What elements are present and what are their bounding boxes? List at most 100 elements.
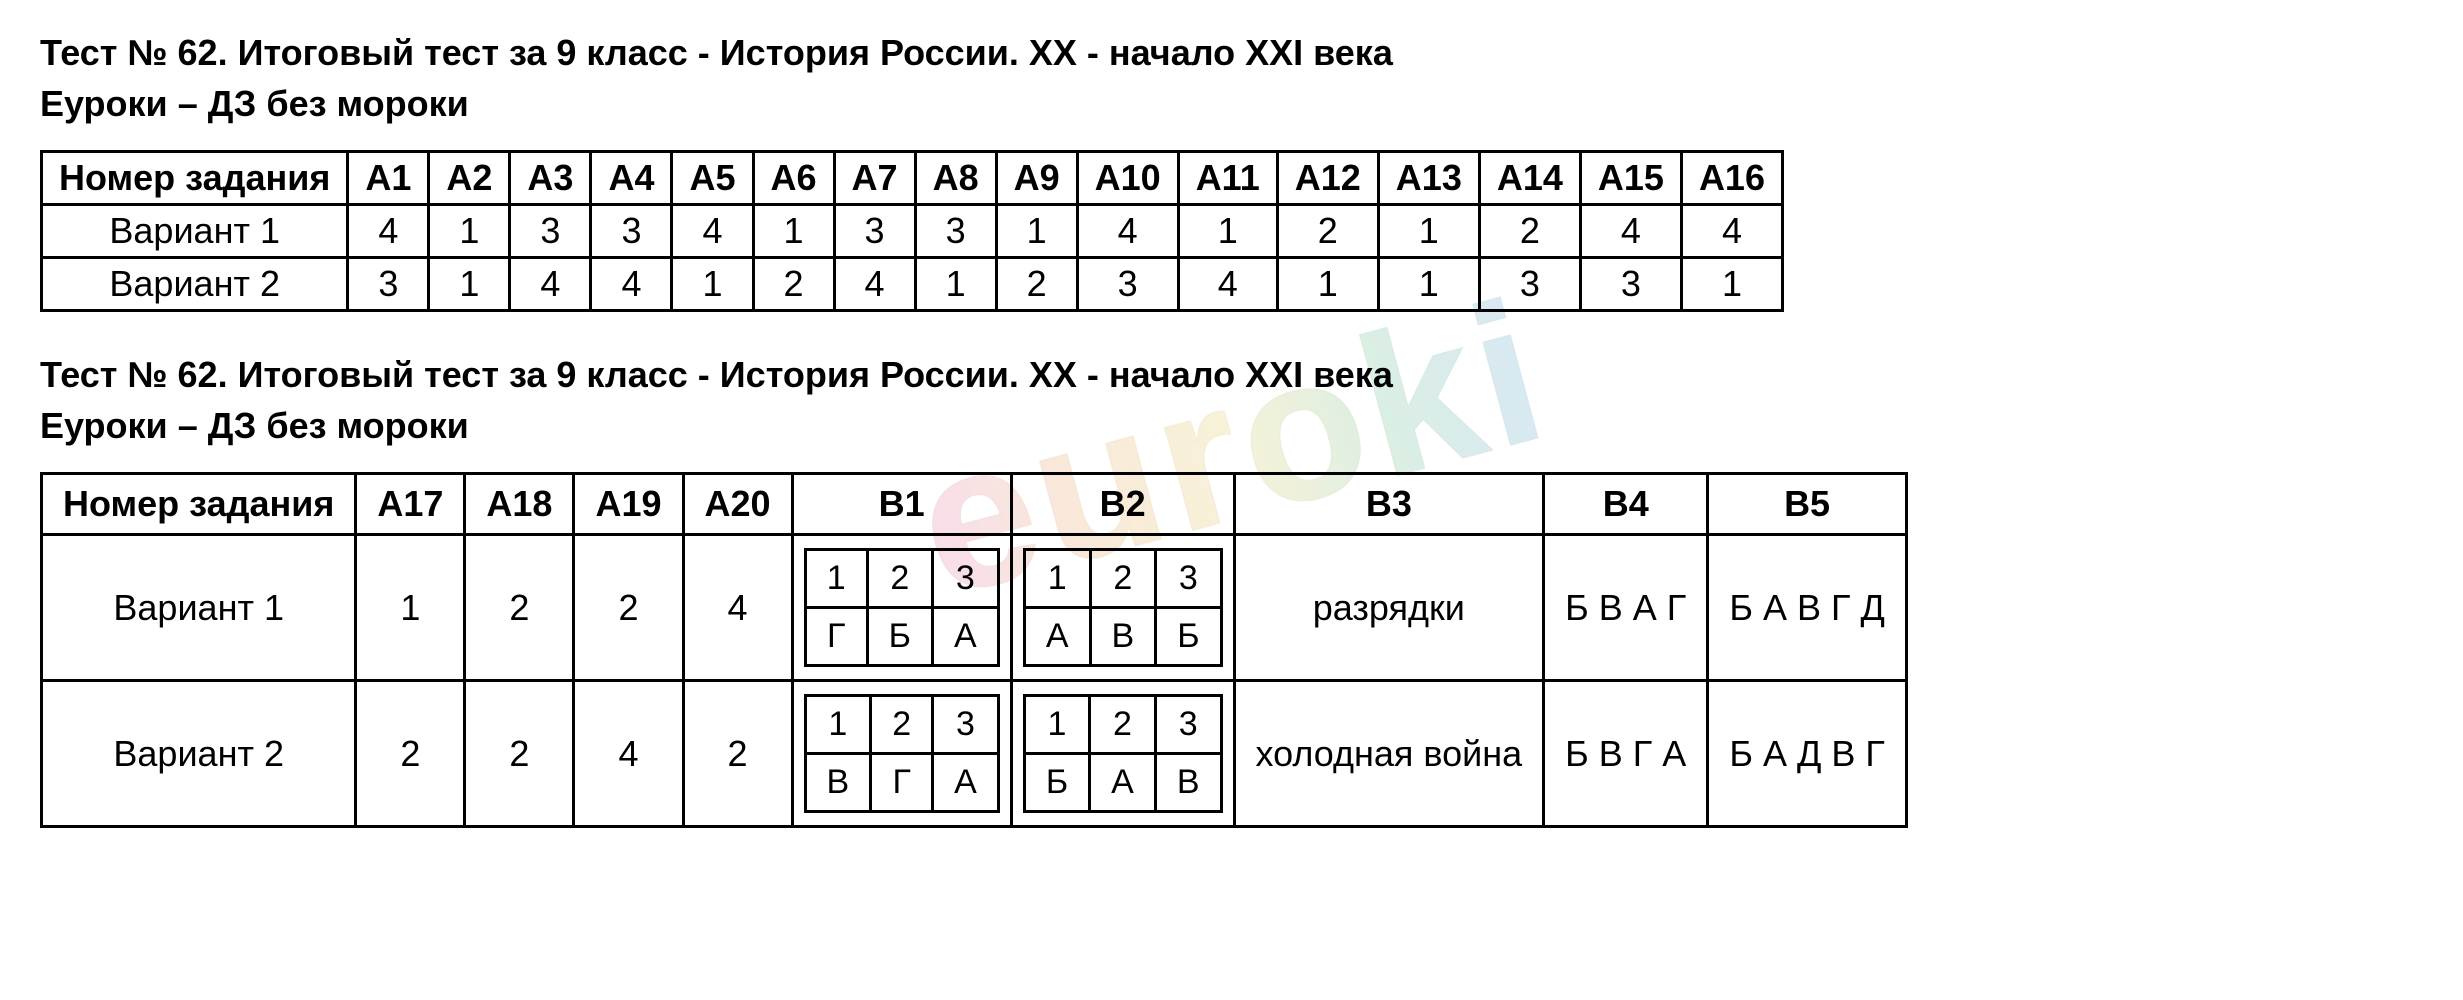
mini-cell: 1 — [1024, 550, 1090, 608]
mini-cell: В — [1090, 608, 1156, 666]
table2-col-header: В4 — [1544, 474, 1708, 535]
table1-cell: 4 — [834, 258, 915, 311]
table1-row-header: Номер задания — [42, 152, 348, 205]
mini-cell: В — [1155, 754, 1221, 812]
table2-col-header: А19 — [574, 474, 683, 535]
mini-cell: 2 — [1090, 550, 1156, 608]
table1-cell: 1 — [429, 258, 510, 311]
mini-table: 123ГБА — [804, 548, 1000, 667]
section1-title: Тест № 62. Итоговый тест за 9 класс - Ис… — [40, 30, 2423, 75]
table2-cell: 2 — [683, 681, 792, 827]
table1-cell: 2 — [996, 258, 1077, 311]
table2-col-header: В1 — [792, 474, 1011, 535]
table2-col-header: А17 — [356, 474, 465, 535]
mini-cell: Б — [1156, 608, 1221, 666]
mini-cell: 3 — [933, 696, 999, 754]
table1-col-header: А4 — [591, 152, 672, 205]
table2-cell: разрядки — [1234, 535, 1544, 681]
table2-cell: Б А В Г Д — [1708, 535, 1907, 681]
mini-cell: 2 — [1090, 696, 1156, 754]
mini-cell: Б — [1024, 754, 1089, 812]
table1-cell: 1 — [1178, 205, 1277, 258]
table2-cell: Б В А Г — [1544, 535, 1708, 681]
mini-cell: 2 — [871, 696, 933, 754]
table1-cell: 1 — [1378, 205, 1479, 258]
table1-cell: 4 — [1681, 205, 1782, 258]
mini-cell: А — [933, 754, 999, 812]
mini-cell: 1 — [805, 696, 871, 754]
table2-cell: 4 — [574, 681, 683, 827]
table2-row-header: Номер задания — [42, 474, 356, 535]
table1-col-header: А6 — [753, 152, 834, 205]
section2-subtitle: Еуроки – ДЗ без мороки — [40, 403, 2423, 448]
table-1: Номер заданияА1А2А3А4А5А6А7А8А9А10А11А12… — [40, 150, 1784, 312]
table2-row-label: Вариант 2 — [42, 681, 356, 827]
table1-cell: 4 — [1077, 205, 1178, 258]
table2-cell: 1 — [356, 535, 465, 681]
mini-cell: В — [805, 754, 871, 812]
table2-cell: 2 — [465, 681, 574, 827]
section2-title: Тест № 62. Итоговый тест за 9 класс - Ис… — [40, 352, 2423, 397]
table1-col-header: А10 — [1077, 152, 1178, 205]
table1-cell: 3 — [591, 205, 672, 258]
table1-cell: 3 — [915, 205, 996, 258]
table2-cell: 2 — [465, 535, 574, 681]
table1-col-header: А2 — [429, 152, 510, 205]
table1-cell: 1 — [1681, 258, 1782, 311]
mini-cell: 1 — [1024, 696, 1089, 754]
table1-col-header: А3 — [510, 152, 591, 205]
table1-col-header: А12 — [1277, 152, 1378, 205]
table1-cell: 1 — [1378, 258, 1479, 311]
table1-cell: 1 — [996, 205, 1077, 258]
mini-cell: А — [1024, 608, 1090, 666]
table-2: Номер заданияА17А18А19А20В1В2В3В4В5Вариа… — [40, 472, 1908, 828]
mini-cell: Б — [867, 608, 932, 666]
table1-cell: 3 — [1077, 258, 1178, 311]
table1-col-header: А11 — [1178, 152, 1277, 205]
table2-cell: 123БАВ — [1011, 681, 1234, 827]
table1-cell: 4 — [348, 205, 429, 258]
table1-col-header: А16 — [1681, 152, 1782, 205]
mini-cell: А — [1090, 754, 1156, 812]
table2-cell: Б А Д В Г — [1708, 681, 1907, 827]
table2-cell: 123ГБА — [792, 535, 1011, 681]
table2-col-header: В2 — [1011, 474, 1234, 535]
table2-col-header: В3 — [1234, 474, 1544, 535]
table1-col-header: А14 — [1479, 152, 1580, 205]
table2-cell: 123АВБ — [1011, 535, 1234, 681]
table1-col-header: А5 — [672, 152, 753, 205]
page-content: Тест № 62. Итоговый тест за 9 класс - Ис… — [40, 30, 2423, 828]
section-2: Тест № 62. Итоговый тест за 9 класс - Ис… — [40, 352, 2423, 828]
table2-cell: Б В Г А — [1544, 681, 1708, 827]
mini-cell: Г — [871, 754, 933, 812]
section-1: Тест № 62. Итоговый тест за 9 класс - Ис… — [40, 30, 2423, 312]
table1-cell: 1 — [915, 258, 996, 311]
mini-table: 123БАВ — [1023, 694, 1223, 813]
table1-cell: 2 — [753, 258, 834, 311]
table1-col-header: А8 — [915, 152, 996, 205]
section1-subtitle: Еуроки – ДЗ без мороки — [40, 81, 2423, 126]
table1-cell: 2 — [1479, 205, 1580, 258]
table1-col-header: А13 — [1378, 152, 1479, 205]
table2-cell: 4 — [683, 535, 792, 681]
table1-col-header: А1 — [348, 152, 429, 205]
table1-cell: 1 — [1277, 258, 1378, 311]
table1-cell: 4 — [1580, 205, 1681, 258]
table1-cell: 3 — [1580, 258, 1681, 311]
table1-col-header: А7 — [834, 152, 915, 205]
table1-cell: 3 — [348, 258, 429, 311]
table1-cell: 3 — [1479, 258, 1580, 311]
table1-col-header: А9 — [996, 152, 1077, 205]
table1-row-label: Вариант 2 — [42, 258, 348, 311]
table2-col-header: В5 — [1708, 474, 1907, 535]
table1-cell: 4 — [510, 258, 591, 311]
table2-cell: 123 ВГА — [792, 681, 1011, 827]
mini-cell: 2 — [867, 550, 932, 608]
table1-cell: 1 — [429, 205, 510, 258]
table2-cell: холодная война — [1234, 681, 1544, 827]
table1-cell: 4 — [1178, 258, 1277, 311]
table2-cell: 2 — [574, 535, 683, 681]
table1-cell: 1 — [672, 258, 753, 311]
mini-cell: Г — [805, 608, 867, 666]
table1-cell: 3 — [510, 205, 591, 258]
